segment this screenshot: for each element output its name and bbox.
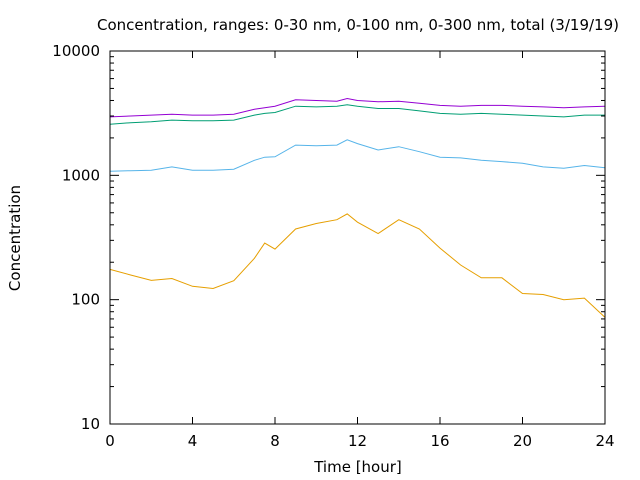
x-ticks: 0 4 8 12 16 20 24 <box>105 51 615 450</box>
series-layer <box>109 97 606 318</box>
y-axis-label: Concentration <box>6 185 24 291</box>
series-line-1 <box>109 213 606 318</box>
y-tick-label: 1000 <box>62 166 100 184</box>
x-tick-label: 4 <box>188 432 198 450</box>
x-tick-label: 16 <box>430 432 449 450</box>
y-ticks: 10 100 1000 10000 <box>52 42 605 433</box>
series-line-2 <box>109 139 606 172</box>
y-tick-label: 100 <box>71 291 100 309</box>
x-axis-label: Time [hour] <box>313 458 402 476</box>
chart-title: Concentration, ranges: 0-30 nm, 0-100 nm… <box>97 16 619 34</box>
x-tick-label: 0 <box>105 432 115 450</box>
series-line-4 <box>109 97 606 118</box>
x-tick-label: 8 <box>270 432 280 450</box>
x-tick-label: 20 <box>513 432 532 450</box>
x-tick-label: 24 <box>595 432 614 450</box>
y-tick-label: 10000 <box>52 42 100 60</box>
y-tick-label: 10 <box>81 415 100 433</box>
x-tick-label: 12 <box>348 432 367 450</box>
series-line-3 <box>109 104 605 125</box>
